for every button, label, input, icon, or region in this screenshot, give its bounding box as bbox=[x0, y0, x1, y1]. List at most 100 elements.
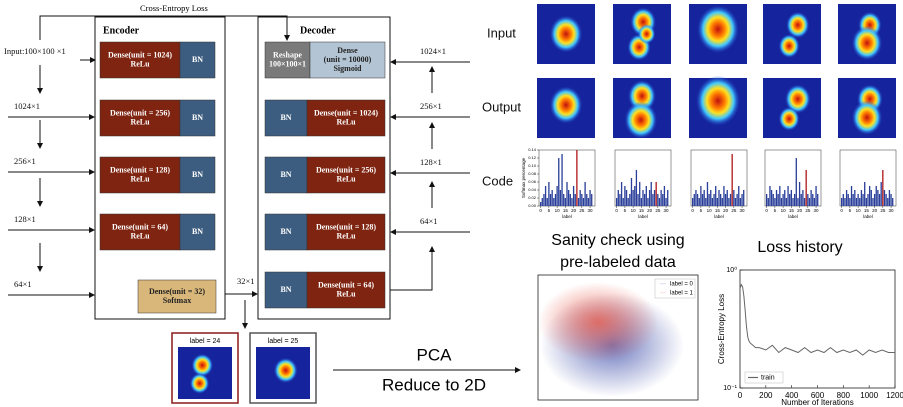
code-bar bbox=[843, 194, 844, 206]
size-label: 128×1 bbox=[14, 214, 36, 224]
size-label: 1024×1 bbox=[420, 46, 446, 56]
code-bar bbox=[624, 186, 625, 206]
layer-text: Dense(unit = 64) bbox=[112, 222, 168, 231]
code-bar bbox=[874, 194, 875, 206]
legend-label: label = 1 bbox=[670, 291, 694, 297]
code-bar bbox=[692, 198, 693, 206]
x-tick-label: 5 bbox=[700, 208, 703, 213]
x-tick-label: 20 bbox=[647, 208, 653, 213]
row-label: Code bbox=[482, 173, 513, 188]
size-label: 1024×1 bbox=[14, 101, 40, 111]
code-bar bbox=[887, 198, 888, 206]
y-tick-label: 0.00 bbox=[528, 203, 537, 208]
x-tick-label: 10 bbox=[555, 208, 561, 213]
layer-text: ReLu bbox=[336, 117, 356, 126]
code-bar bbox=[856, 198, 857, 206]
x-tick-label: 200 bbox=[759, 391, 773, 400]
sanity-title: pre-labeled data bbox=[560, 254, 676, 271]
code-bar bbox=[659, 198, 660, 206]
heatmap-blob bbox=[697, 5, 739, 53]
code-bar bbox=[794, 194, 795, 206]
x-tick-label: 25 bbox=[805, 208, 811, 213]
code-bar bbox=[814, 198, 815, 206]
code-bar bbox=[781, 198, 782, 206]
bn-text: BN bbox=[280, 170, 291, 179]
code-bar bbox=[722, 198, 723, 206]
layer-text: Softmax bbox=[163, 296, 191, 305]
code-bar bbox=[801, 194, 802, 206]
code-bar bbox=[771, 190, 772, 206]
code-bar bbox=[580, 190, 581, 206]
code-bar bbox=[623, 198, 624, 206]
heatmap-blob bbox=[190, 373, 209, 394]
code-bar bbox=[548, 182, 549, 206]
x-tick-label: 10 bbox=[707, 208, 713, 213]
code-bar bbox=[792, 198, 793, 206]
x-tick-label: 5 bbox=[548, 208, 551, 213]
legend-marker: ··· bbox=[660, 291, 666, 297]
code-bar bbox=[867, 194, 868, 206]
code-bar bbox=[713, 194, 714, 206]
x-tick-label: 10 bbox=[856, 208, 862, 213]
heatmap-blob bbox=[192, 354, 214, 377]
code-bar bbox=[849, 198, 850, 206]
code-bar bbox=[553, 198, 554, 206]
layer-text: Dense(unit = 128) bbox=[316, 222, 376, 231]
code-bar bbox=[631, 178, 632, 206]
heatmap-blob bbox=[696, 76, 740, 126]
code-bar bbox=[882, 170, 883, 206]
loss-title: Loss history bbox=[757, 239, 842, 256]
code-bar bbox=[773, 194, 774, 206]
layer-text: Dense(unit = 64) bbox=[318, 280, 374, 289]
x-tick-label: 1200 bbox=[886, 391, 903, 400]
bn-text: BN bbox=[280, 113, 291, 122]
code-bar bbox=[556, 186, 557, 206]
code-bar bbox=[889, 190, 890, 206]
code-bar bbox=[715, 186, 716, 206]
encoder-title: Encoder bbox=[103, 25, 140, 36]
x-tick-label: 5 bbox=[774, 208, 777, 213]
code-bar bbox=[884, 190, 885, 206]
layer-text: Dense(unit = 128) bbox=[110, 165, 170, 174]
heatmap-blob bbox=[852, 26, 882, 60]
x-tick-label: 30 bbox=[814, 208, 820, 213]
code-bar bbox=[555, 194, 556, 206]
code-bar bbox=[857, 194, 858, 206]
bn-text: BN bbox=[192, 227, 203, 236]
code-bar bbox=[890, 194, 891, 206]
code-bar bbox=[651, 182, 652, 206]
code-bar bbox=[786, 198, 787, 206]
code-bar bbox=[626, 190, 627, 206]
legend-label: label = 0 bbox=[670, 282, 694, 288]
x-tick-label: 25 bbox=[655, 208, 661, 213]
code-bar bbox=[807, 194, 808, 206]
code-bar bbox=[654, 190, 655, 206]
code-bar bbox=[844, 198, 845, 206]
layer-text: ReLu bbox=[130, 231, 150, 240]
code-bar bbox=[812, 194, 813, 206]
code-bar bbox=[646, 186, 647, 206]
code-bar bbox=[859, 198, 860, 206]
bn-text: BN bbox=[280, 227, 291, 236]
code-bar bbox=[854, 190, 855, 206]
x-tick-label: 0 bbox=[539, 208, 542, 213]
code-bar bbox=[578, 198, 579, 206]
x-tick-label: 20 bbox=[797, 208, 803, 213]
code-bar bbox=[853, 194, 854, 206]
code-bar bbox=[728, 198, 729, 206]
size-label: 256×1 bbox=[420, 101, 442, 111]
code-bar bbox=[588, 198, 589, 206]
code-bar bbox=[815, 186, 816, 206]
y-axis-label: Softmax percentage bbox=[521, 157, 526, 198]
layer-text: (unit = 10000) bbox=[324, 55, 372, 64]
x-tick-label: 15 bbox=[639, 208, 645, 213]
x-tick-label: 30 bbox=[664, 208, 670, 213]
bn-text: BN bbox=[192, 55, 203, 64]
code-bar bbox=[723, 186, 724, 206]
code-bar bbox=[704, 190, 705, 206]
code-bar bbox=[571, 198, 572, 206]
code-bar bbox=[700, 186, 701, 206]
code-bar bbox=[667, 190, 668, 206]
y-tick-label: 0.14 bbox=[528, 147, 537, 152]
code-bar bbox=[563, 194, 564, 206]
